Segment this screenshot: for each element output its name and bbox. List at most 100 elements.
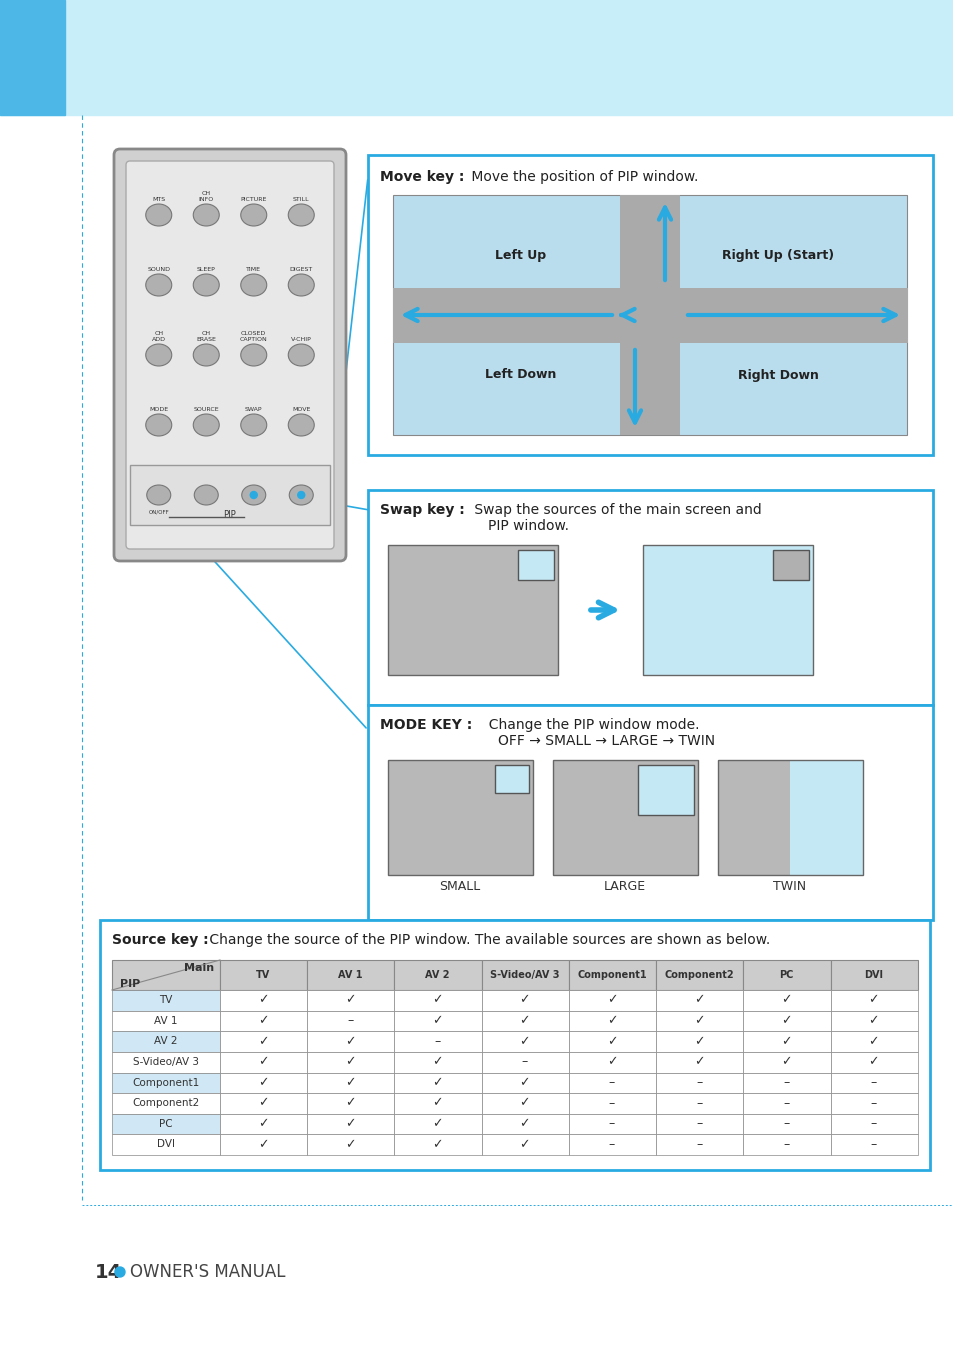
Text: MTS: MTS [152, 197, 165, 202]
Bar [481, 1114, 568, 1135]
Bar [112, 1072, 220, 1093]
Text: ✓: ✓ [606, 993, 617, 1006]
Bar [568, 1072, 656, 1093]
Bar [656, 1135, 742, 1155]
Ellipse shape [240, 344, 267, 366]
Text: PIP window.: PIP window. [488, 519, 568, 533]
Text: S-Video/AV 3: S-Video/AV 3 [132, 1056, 199, 1067]
Bar [830, 990, 917, 1010]
Text: CLOSED
CAPTION: CLOSED CAPTION [239, 332, 268, 343]
Bar [517, 550, 554, 580]
Bar [481, 960, 568, 990]
Text: Source key :: Source key : [112, 934, 209, 947]
Bar [307, 990, 395, 1010]
Text: ✓: ✓ [519, 1077, 530, 1089]
Bar [100, 920, 929, 1170]
Bar [742, 1072, 830, 1093]
Ellipse shape [146, 204, 172, 227]
Ellipse shape [241, 486, 266, 505]
Bar [112, 990, 220, 1010]
Text: SWAP: SWAP [245, 407, 262, 411]
Text: ON/OFF: ON/OFF [149, 509, 169, 514]
Text: DVI: DVI [863, 970, 882, 979]
Bar [830, 1031, 917, 1052]
Text: Left Down: Left Down [485, 368, 557, 382]
Text: ✓: ✓ [345, 1035, 355, 1048]
Bar [568, 1114, 656, 1135]
Bar [649, 196, 906, 316]
Text: –: – [608, 1137, 615, 1151]
Bar [656, 1052, 742, 1072]
Text: ✓: ✓ [867, 993, 878, 1006]
Bar [220, 990, 307, 1010]
Bar [395, 990, 481, 1010]
Bar [112, 1052, 220, 1072]
Text: Right Down: Right Down [737, 368, 818, 382]
Text: ✓: ✓ [345, 1077, 355, 1089]
Bar [742, 1135, 830, 1155]
Text: ✓: ✓ [519, 1137, 530, 1151]
Bar [830, 1114, 917, 1135]
Text: ✓: ✓ [606, 1055, 617, 1068]
Bar [656, 1010, 742, 1031]
Text: ✓: ✓ [257, 993, 268, 1006]
Bar [395, 1072, 481, 1093]
Text: –: – [782, 1077, 789, 1089]
Bar [638, 765, 693, 815]
Text: ✓: ✓ [606, 1014, 617, 1027]
Bar [568, 960, 656, 990]
Text: Move the position of PIP window.: Move the position of PIP window. [467, 170, 698, 183]
Text: –: – [782, 1137, 789, 1151]
Text: SOUND: SOUND [147, 267, 170, 272]
Bar [130, 465, 330, 525]
Text: DVI: DVI [157, 1140, 174, 1149]
Bar [395, 1114, 481, 1135]
Bar [568, 1052, 656, 1072]
Text: ✓: ✓ [693, 1055, 703, 1068]
Bar [368, 490, 932, 706]
Bar [112, 960, 220, 990]
FancyBboxPatch shape [113, 148, 346, 561]
Bar [307, 1072, 395, 1093]
Ellipse shape [288, 344, 314, 366]
Bar [553, 759, 698, 876]
Text: ✓: ✓ [345, 1055, 355, 1068]
Text: –: – [608, 1097, 615, 1110]
Text: Swap key :: Swap key : [379, 503, 464, 517]
Bar [742, 1031, 830, 1052]
Bar [742, 1010, 830, 1031]
Bar [307, 1093, 395, 1114]
Text: Main: Main [184, 963, 213, 973]
Bar [830, 1072, 917, 1093]
Bar [830, 1093, 917, 1114]
Text: S-Video/AV 3: S-Video/AV 3 [490, 970, 558, 979]
Text: MODE KEY :: MODE KEY : [379, 718, 472, 733]
Text: –: – [696, 1137, 701, 1151]
Ellipse shape [193, 344, 219, 366]
Bar [742, 1052, 830, 1072]
Bar [220, 1052, 307, 1072]
Bar [495, 765, 529, 793]
Text: –: – [870, 1077, 876, 1089]
Text: ✓: ✓ [519, 1097, 530, 1110]
FancyBboxPatch shape [126, 161, 334, 549]
Ellipse shape [194, 486, 218, 505]
Text: PC: PC [779, 970, 793, 979]
Ellipse shape [288, 204, 314, 227]
Bar [307, 1031, 395, 1052]
Ellipse shape [240, 274, 267, 295]
Text: PC: PC [159, 1118, 172, 1129]
Bar [395, 1010, 481, 1031]
Bar [656, 960, 742, 990]
Text: CH
ADD: CH ADD [152, 332, 166, 343]
Text: AV 2: AV 2 [154, 1036, 177, 1047]
Text: ✓: ✓ [606, 1035, 617, 1048]
Bar [481, 1031, 568, 1052]
Text: ✓: ✓ [257, 1055, 268, 1068]
Bar [642, 545, 812, 674]
Text: –: – [696, 1097, 701, 1110]
Ellipse shape [147, 486, 171, 505]
Text: ✓: ✓ [257, 1035, 268, 1048]
Bar [0, 0, 953, 115]
Bar [368, 155, 932, 455]
